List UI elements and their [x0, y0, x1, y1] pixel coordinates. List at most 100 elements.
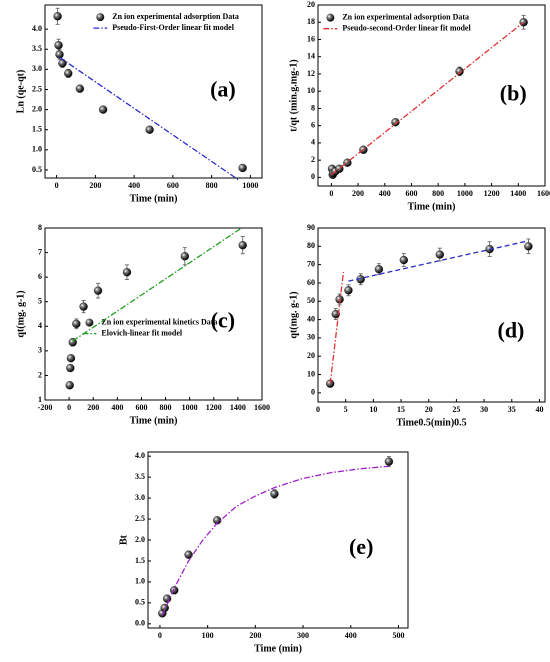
y-tick-label: 14 — [307, 52, 315, 61]
y-tick-label: 3.5 — [32, 44, 42, 53]
x-tick-label: 800 — [160, 403, 172, 412]
data-point — [160, 603, 169, 613]
x-tick-label: 0 — [55, 181, 59, 190]
legend-label: Zn ion experimental adsorption Data — [342, 12, 469, 21]
y-axis-label: qt(mg. g-1) — [15, 290, 26, 337]
y-tick-label: 2.5 — [135, 514, 145, 523]
y-tick-label: 0 — [311, 388, 315, 397]
legend-label: Pseudo-second-Order linear fit model — [342, 23, 471, 32]
legend-swatch — [326, 13, 335, 22]
panel: 0 100 200 300 400 500 0.0 0.5 1.0 1.5 2.0 2.5 3.0 3.5… — [118, 451, 409, 654]
plot-frame — [317, 227, 546, 403]
data-point — [64, 69, 73, 78]
data-point — [359, 145, 368, 154]
data-point — [524, 242, 533, 251]
data-point — [145, 125, 154, 134]
x-tick-label: 1000 — [182, 403, 198, 412]
x-axis-label: Time (min) — [130, 415, 178, 426]
panel: 0 200 400 600 800 1000 1200 1400 1600 0 2 4 6 8 10 12 14… — [288, 0, 550, 212]
data-point — [238, 241, 247, 250]
y-tick-label: 50 — [307, 296, 315, 305]
fit-line — [329, 271, 345, 384]
data-point — [122, 268, 132, 277]
x-tick-label: 0 — [67, 403, 71, 412]
data-point — [384, 457, 394, 466]
data-point — [344, 286, 353, 295]
y-tick-label: 10 — [307, 86, 315, 95]
data-point — [65, 381, 74, 390]
data-point — [391, 118, 400, 127]
plot-frame — [317, 4, 546, 187]
y-tick-label: 4 — [311, 138, 315, 147]
x-tick-label: 0 — [158, 631, 162, 640]
y-tick-label: 4.0 — [135, 451, 145, 460]
y-tick-label: 3.0 — [135, 493, 145, 502]
y-tick-label: 2.0 — [32, 104, 42, 113]
x-tick-label: 1600 — [537, 189, 550, 198]
x-tick-label: 300 — [297, 631, 309, 640]
x-tick-label: 200 — [352, 189, 364, 198]
x-tick-label: 600 — [405, 189, 417, 198]
x-tick-label: 400 — [345, 631, 357, 640]
x-axis-label: Time0.5(min)0.5 — [396, 417, 466, 428]
y-tick-label: 5 — [38, 297, 42, 306]
data-point — [66, 363, 75, 373]
x-tick-label: 1000 — [457, 189, 473, 198]
data-point — [162, 594, 172, 603]
x-axis-label: Time (min) — [408, 201, 456, 212]
data-point — [66, 354, 76, 363]
x-tick-label: 20 — [425, 405, 433, 414]
x-tick-label: 10 — [369, 405, 377, 414]
y-tick-label: 20 — [307, 351, 315, 360]
x-tick-label: 0 — [329, 189, 333, 198]
y-tick-label: 0.0 — [135, 619, 145, 628]
fit-line — [330, 21, 525, 176]
fit-line — [161, 465, 389, 616]
panel: -200 0 200 400 600 800 1000 1200 1400 1600 1 2 3 4 5 6 7… — [15, 223, 270, 426]
panel: 0 5 10 15 20 25 30 35 40 0 10 20 30 40 50 60 70 80 90 Time0… — [288, 223, 546, 428]
x-tick-label: 200 — [87, 403, 99, 412]
y-tick-label: 3.0 — [32, 64, 42, 73]
data-point — [180, 252, 189, 261]
data-point — [54, 41, 63, 50]
y-axis-label: Bt — [118, 534, 129, 545]
data-point — [75, 84, 85, 93]
panel: 0 200 400 600 800 1000 0.5 1.0 1.5 2.0 2.5 3.0 3.5 4.… — [15, 4, 263, 204]
y-tick-label: 6 — [38, 272, 42, 281]
y-tick-label: 2.5 — [32, 84, 42, 93]
plot-frame — [44, 4, 263, 179]
y-axis-label: t/qt (min.g.mg-1) — [288, 59, 299, 132]
fit-line — [348, 240, 529, 282]
fit-line — [72, 227, 242, 342]
y-tick-label: 2 — [38, 370, 42, 379]
y-tick-label: 20 — [307, 0, 315, 9]
y-tick-label: 4 — [38, 321, 42, 330]
y-tick-label: 30 — [307, 333, 315, 342]
x-tick-label: 500 — [392, 631, 404, 640]
x-axis-label: Time (min) — [254, 643, 302, 654]
legend-swatch — [85, 318, 94, 327]
y-axis-label: Ln (qe-qt) — [15, 70, 26, 114]
x-tick-label: 40 — [535, 405, 543, 414]
y-tick-label: 3 — [38, 346, 42, 355]
y-tick-label: 60 — [307, 278, 315, 287]
y-tick-label: 0 — [311, 172, 315, 181]
x-tick-label: 25 — [452, 405, 460, 414]
y-tick-label: 0.5 — [135, 598, 145, 607]
y-tick-label: 1.0 — [135, 577, 145, 586]
y-tick-label: 1.0 — [32, 145, 42, 154]
data-point — [93, 286, 103, 295]
x-tick-label: 35 — [508, 405, 516, 414]
legend-label: Pseudo-First-Order linear fit model — [112, 23, 234, 32]
x-tick-label: 1200 — [484, 189, 500, 198]
y-axis-label: qt(mg. g-1) — [288, 291, 299, 338]
data-point — [455, 67, 464, 76]
data-point — [331, 309, 340, 319]
x-tick-label: 1400 — [510, 189, 526, 198]
panel-label: (a) — [210, 77, 236, 102]
x-tick-label: 400 — [379, 189, 391, 198]
panel-label: (c) — [211, 308, 235, 333]
x-tick-label: 400 — [111, 403, 123, 412]
x-tick-label: 100 — [202, 631, 214, 640]
